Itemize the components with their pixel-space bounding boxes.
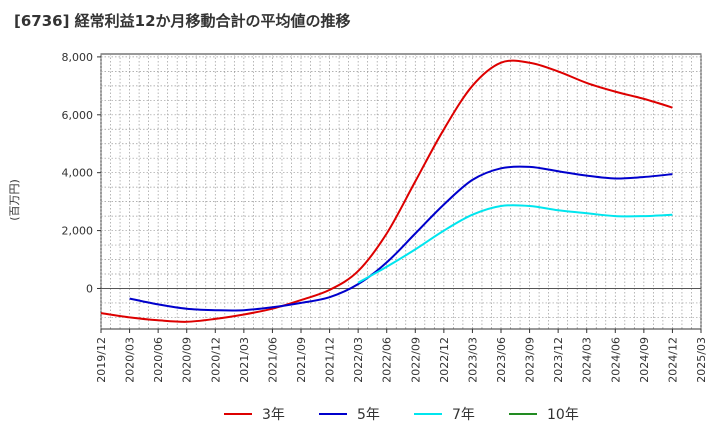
x-tick-label: 2021/03 xyxy=(238,337,251,383)
x-tick-label: 2020/12 xyxy=(209,337,222,383)
series-layer xyxy=(100,59,673,323)
grid-layer xyxy=(100,53,702,330)
x-tick-label: 2024/09 xyxy=(638,337,651,383)
x-tick-label: 2023/06 xyxy=(495,337,508,383)
series-line-1 xyxy=(100,59,673,323)
x-tick-label: 2022/03 xyxy=(352,337,365,383)
legend-label-3: 7年 xyxy=(452,407,475,423)
x-tick-label: 2022/09 xyxy=(409,337,422,383)
x-tick-label: 2021/09 xyxy=(295,337,308,383)
y-tick-label: 0 xyxy=(86,282,93,295)
series-line-3 xyxy=(357,204,673,284)
x-tick-label: 2024/06 xyxy=(609,337,622,383)
chart-title: [6736] 経常利益12か月移動合計の平均値の推移 xyxy=(14,12,351,30)
axis-layer: 0 2,000 4,000 6,000 8,000 2019/12 2020/03 2020/… xyxy=(62,51,709,383)
legend-label-1: 3年 xyxy=(262,407,285,423)
x-tick-label: 2019/12 xyxy=(95,337,108,383)
x-tick-label: 2023/03 xyxy=(466,337,479,383)
y-tick-label: 6,000 xyxy=(62,109,94,122)
x-tick-label: 2022/12 xyxy=(438,337,451,383)
x-tick-label: 2020/03 xyxy=(124,337,137,383)
x-tick-label: 2024/03 xyxy=(581,337,594,383)
legend-label-2: 5年 xyxy=(357,407,380,423)
x-tick-label: 2020/09 xyxy=(181,337,194,383)
y-tick-label: 2,000 xyxy=(62,225,94,238)
y-axis-label: (百万円) xyxy=(8,179,21,221)
x-tick-label: 2021/06 xyxy=(266,337,279,383)
x-tick-label: 2024/12 xyxy=(666,337,679,383)
x-tick-label: 2022/06 xyxy=(381,337,394,383)
plot-area xyxy=(100,53,702,330)
legend-label-4: 10年 xyxy=(547,407,579,423)
series-line-2 xyxy=(129,165,673,312)
x-tick-label: 2021/12 xyxy=(324,337,337,383)
x-tick-label: 2023/12 xyxy=(552,337,565,383)
legend: 3年 5年 7年 10年 xyxy=(224,407,579,423)
y-tick-label: 4,000 xyxy=(62,167,94,180)
x-tick-label: 2025/03 xyxy=(695,337,708,383)
y-tick-label: 8,000 xyxy=(62,51,94,64)
x-tick-label: 2023/09 xyxy=(524,337,537,383)
x-tick-label: 2020/06 xyxy=(152,337,165,383)
